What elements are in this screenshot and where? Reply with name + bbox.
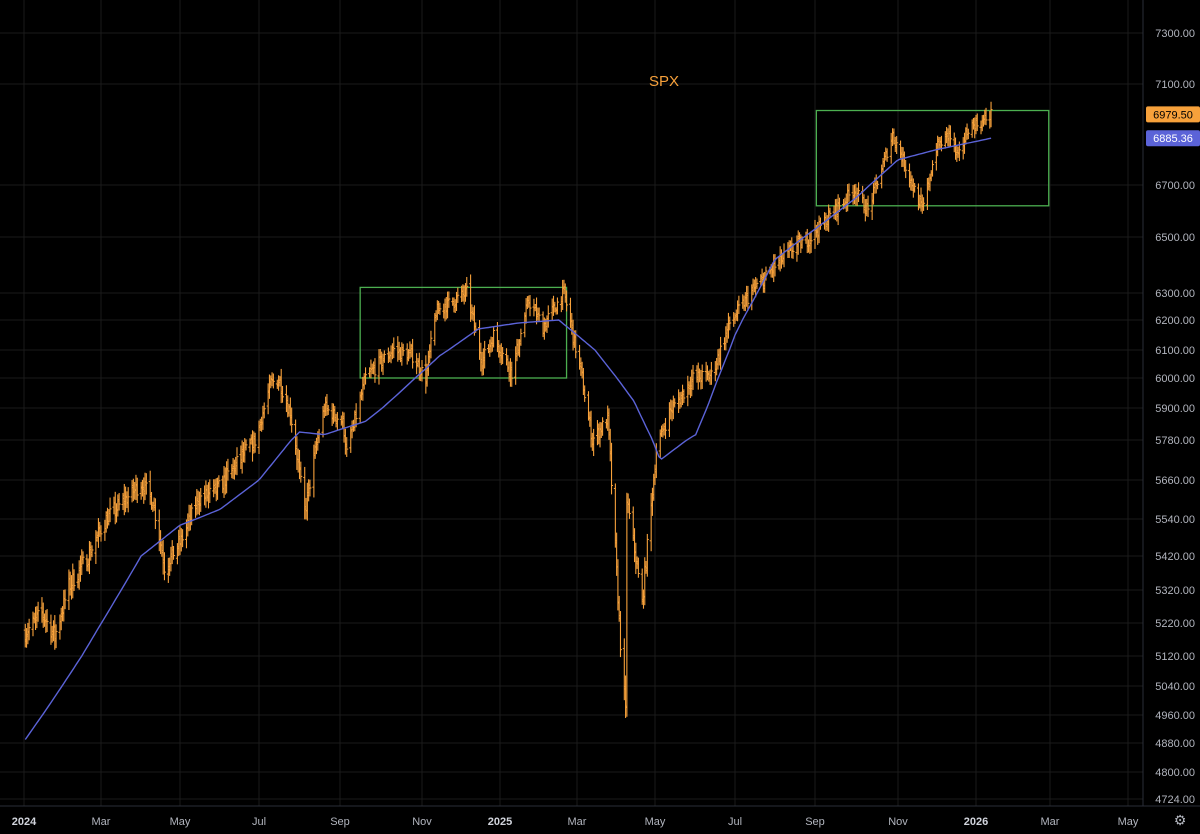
settings-gear-icon[interactable]: ⚙ <box>1173 813 1187 829</box>
y-tick-label: 6300.00 <box>1155 288 1195 300</box>
ma-value-label: 6885.36 <box>1153 133 1193 145</box>
chart-title: SPX <box>649 73 679 90</box>
price-badges: 6979.50 6885.36 <box>1146 106 1200 147</box>
ohlc-bars <box>23 101 993 718</box>
last-price-badge <box>1146 106 1200 123</box>
range-box[interactable] <box>815 109 1050 207</box>
y-tick-label: 5120.00 <box>1155 651 1195 663</box>
x-tick-label: Mar <box>568 816 587 828</box>
y-tick-label: 5540.00 <box>1155 514 1195 526</box>
moving-average-line <box>24 137 992 740</box>
y-tick-label: 5220.00 <box>1155 618 1195 630</box>
y-tick-label: 5420.00 <box>1155 551 1195 563</box>
ma-value-badge <box>1146 130 1200 147</box>
x-tick-label: Jul <box>728 816 742 828</box>
y-tick-label: 5040.00 <box>1155 681 1195 693</box>
y-tick-label: 5780.00 <box>1155 435 1195 447</box>
x-tick-label: Sep <box>330 816 350 828</box>
x-tick-label: Sep <box>805 816 825 828</box>
x-tick-label: May <box>1118 816 1139 828</box>
y-tick-label: 5320.00 <box>1155 585 1195 597</box>
y-tick-label: 7100.00 <box>1155 79 1195 91</box>
x-tick-label: 2024 <box>12 816 37 828</box>
x-tick-label: May <box>170 816 191 828</box>
y-tick-label: 4724.00 <box>1155 794 1195 806</box>
x-tick-label: Mar <box>1041 816 1060 828</box>
chart-grid <box>0 0 1143 806</box>
y-tick-label: 6000.00 <box>1155 373 1195 385</box>
y-tick-label: 4800.00 <box>1155 767 1195 779</box>
x-tick-label: Jul <box>252 816 266 828</box>
y-tick-label: 6500.00 <box>1155 232 1195 244</box>
y-tick-label: 5900.00 <box>1155 403 1195 415</box>
x-tick-label: Nov <box>412 816 432 828</box>
y-tick-label: 4960.00 <box>1155 710 1195 722</box>
x-tick-label: 2026 <box>964 816 988 828</box>
y-tick-label: 6200.00 <box>1155 315 1195 327</box>
time-axis[interactable]: 2024 Mar May Jul Sep Nov 2025 Mar May Jul Sep Nov 20… <box>12 816 1139 828</box>
x-tick-label: May <box>645 816 666 828</box>
y-tick-label: 7300.00 <box>1155 28 1195 40</box>
price-axis[interactable]: 7300.00 7100.00 6700.00 6500.00 6300.00 6200.… <box>1155 28 1195 806</box>
y-tick-label: 6700.00 <box>1155 180 1195 192</box>
x-tick-label: Nov <box>888 816 908 828</box>
y-tick-label: 6100.00 <box>1155 345 1195 357</box>
y-tick-label: 4880.00 <box>1155 738 1195 750</box>
y-tick-label: 5660.00 <box>1155 475 1195 487</box>
x-tick-label: 2025 <box>488 816 512 828</box>
last-price-label: 6979.50 <box>1153 109 1193 121</box>
x-tick-label: Mar <box>92 816 111 828</box>
